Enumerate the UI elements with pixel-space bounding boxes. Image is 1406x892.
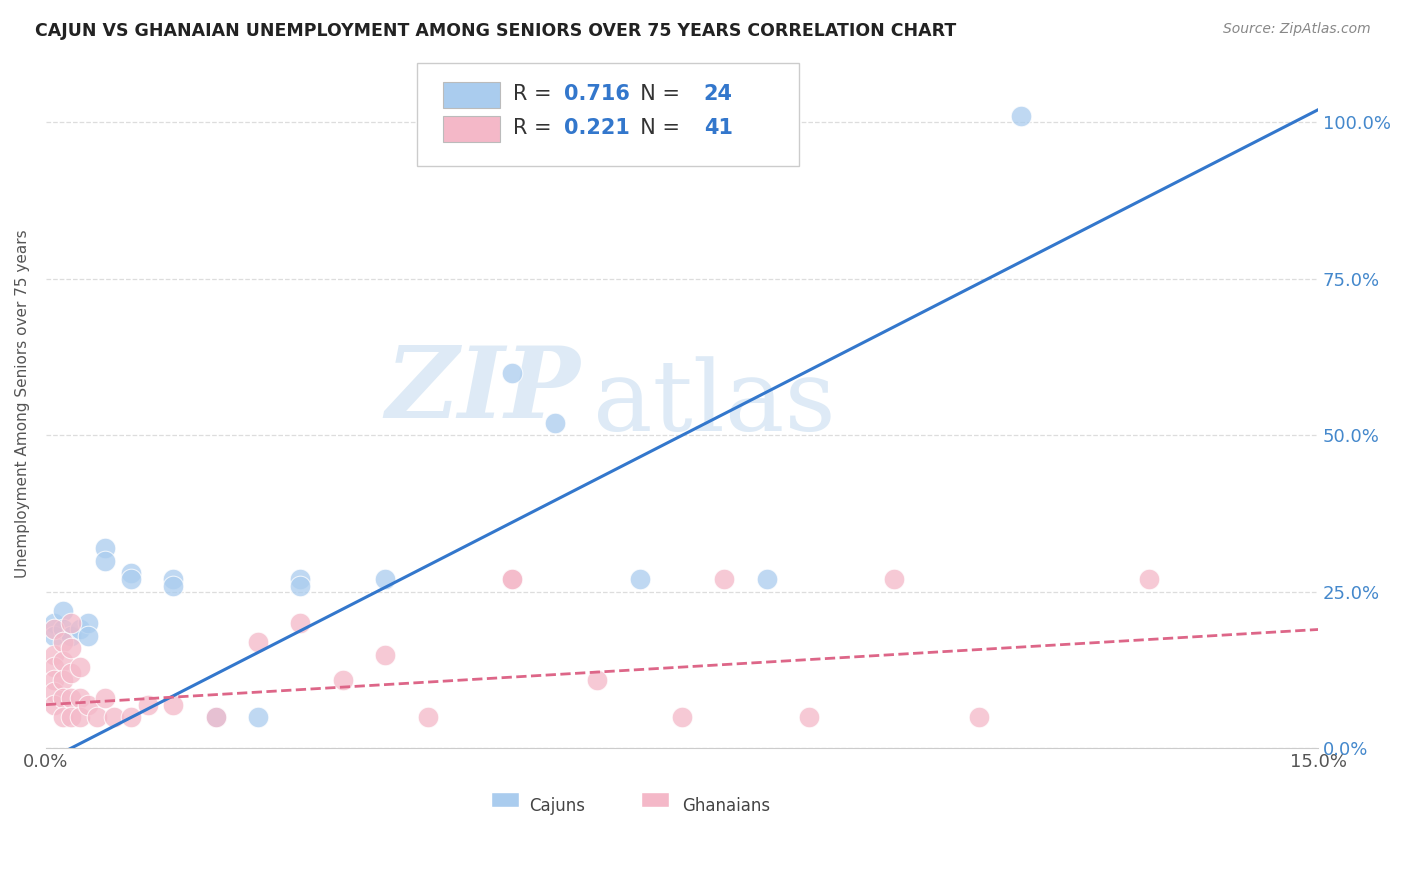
Text: N =: N =	[627, 84, 688, 104]
Y-axis label: Unemployment Among Seniors over 75 years: Unemployment Among Seniors over 75 years	[15, 230, 30, 578]
Text: Source: ZipAtlas.com: Source: ZipAtlas.com	[1223, 22, 1371, 37]
Point	[103, 710, 125, 724]
Point	[374, 648, 396, 662]
Point	[204, 710, 226, 724]
Point	[246, 635, 269, 649]
Point	[52, 604, 75, 618]
Text: ZIP: ZIP	[385, 342, 581, 439]
Point	[332, 673, 354, 687]
Point	[586, 673, 609, 687]
Point	[86, 710, 108, 724]
Text: 0.716: 0.716	[564, 84, 630, 104]
FancyBboxPatch shape	[443, 82, 501, 108]
FancyBboxPatch shape	[641, 792, 669, 807]
Text: N =: N =	[627, 119, 688, 138]
Point	[60, 710, 83, 724]
Text: CAJUN VS GHANAIAN UNEMPLOYMENT AMONG SENIORS OVER 75 YEARS CORRELATION CHART: CAJUN VS GHANAIAN UNEMPLOYMENT AMONG SEN…	[35, 22, 956, 40]
Point	[69, 691, 91, 706]
Point	[77, 616, 100, 631]
Point	[69, 660, 91, 674]
Point	[120, 573, 142, 587]
Point	[44, 648, 66, 662]
Point	[60, 666, 83, 681]
Point	[204, 710, 226, 724]
Point	[52, 710, 75, 724]
Point	[374, 573, 396, 587]
Point	[52, 635, 75, 649]
Point	[77, 698, 100, 712]
Text: Ghanaians: Ghanaians	[682, 797, 770, 814]
Point	[69, 710, 91, 724]
Point	[60, 691, 83, 706]
Point	[52, 654, 75, 668]
Point	[1137, 573, 1160, 587]
Point	[69, 623, 91, 637]
Point	[799, 710, 821, 724]
Point	[44, 685, 66, 699]
Text: R =: R =	[513, 84, 558, 104]
Point	[501, 573, 523, 587]
Point	[162, 579, 184, 593]
Point	[501, 366, 523, 380]
Point	[290, 616, 312, 631]
Text: 0.221: 0.221	[564, 119, 630, 138]
Point	[713, 573, 735, 587]
Point	[44, 660, 66, 674]
Text: atlas: atlas	[593, 356, 835, 452]
Point	[60, 629, 83, 643]
Point	[544, 416, 567, 430]
Point	[44, 673, 66, 687]
Point	[94, 553, 117, 567]
Point	[671, 710, 693, 724]
Point	[883, 573, 905, 587]
Point	[290, 579, 312, 593]
Point	[60, 641, 83, 656]
FancyBboxPatch shape	[491, 792, 519, 807]
Point	[755, 573, 778, 587]
Point	[246, 710, 269, 724]
Point	[136, 698, 159, 712]
Point	[52, 623, 75, 637]
Point	[52, 691, 75, 706]
Point	[162, 573, 184, 587]
Point	[94, 541, 117, 555]
Point	[52, 673, 75, 687]
Point	[44, 698, 66, 712]
Point	[94, 691, 117, 706]
Point	[44, 623, 66, 637]
Point	[60, 616, 83, 631]
Text: R =: R =	[513, 119, 558, 138]
Point	[967, 710, 990, 724]
FancyBboxPatch shape	[443, 116, 501, 142]
Text: 41: 41	[703, 119, 733, 138]
Point	[162, 698, 184, 712]
Text: 24: 24	[703, 84, 733, 104]
FancyBboxPatch shape	[418, 63, 799, 167]
Text: Cajuns: Cajuns	[530, 797, 585, 814]
Point	[44, 629, 66, 643]
Point	[120, 710, 142, 724]
Point	[416, 710, 439, 724]
Point	[44, 616, 66, 631]
Point	[501, 573, 523, 587]
Point	[120, 566, 142, 581]
Point	[628, 573, 651, 587]
Point	[290, 573, 312, 587]
Point	[1010, 109, 1032, 123]
Point	[77, 629, 100, 643]
